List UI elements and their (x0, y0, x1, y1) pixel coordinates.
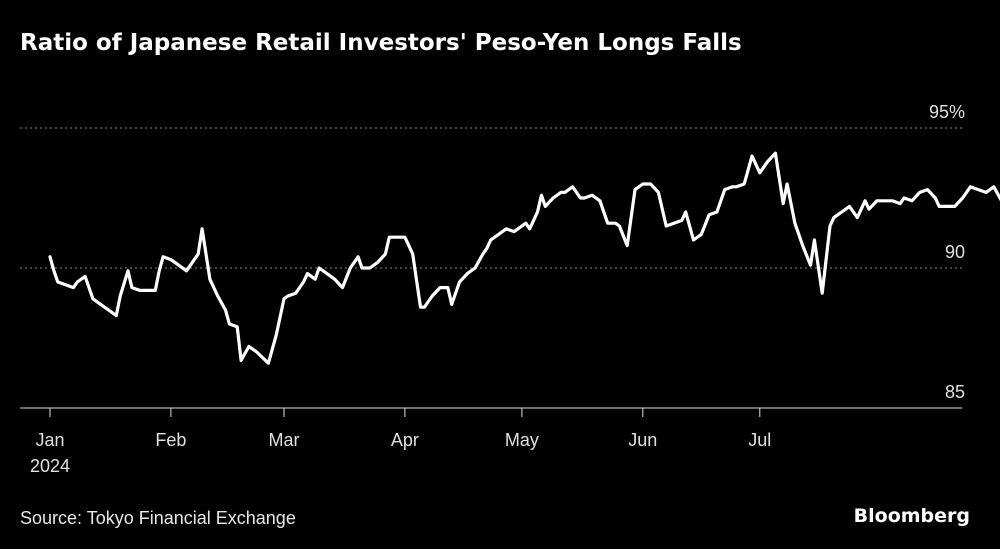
y-tick-label-90: 90 (945, 242, 965, 262)
y-tick-label-95: 95% (929, 102, 965, 122)
x-tick-label-feb: Feb (155, 430, 186, 450)
x-tick-sublabel-year: 2024 (30, 456, 70, 476)
x-tick-label-apr: Apr (391, 430, 419, 450)
grid-lines (20, 127, 962, 269)
bloomberg-logo: Bloomberg (853, 505, 970, 527)
x-tick-label-jun: Jun (628, 430, 657, 450)
x-axis: Jan 2024 Feb Mar Apr May Jun Jul (20, 407, 962, 476)
y-tick-label-85: 85 (945, 382, 965, 402)
series-group (48, 151, 1000, 365)
series-line-0 (48, 151, 1000, 365)
chart-title: Ratio of Japanese Retail Investors' Peso… (20, 30, 742, 56)
y-axis-labels: 95% 90 85 (929, 102, 965, 402)
x-tick-label-mar: Mar (269, 430, 300, 450)
x-tick-label-may: May (505, 430, 539, 450)
x-tick-label-jan: Jan (35, 430, 64, 450)
source-note: Source: Tokyo Financial Exchange (20, 508, 296, 528)
x-tick-label-jul: Jul (748, 430, 771, 450)
